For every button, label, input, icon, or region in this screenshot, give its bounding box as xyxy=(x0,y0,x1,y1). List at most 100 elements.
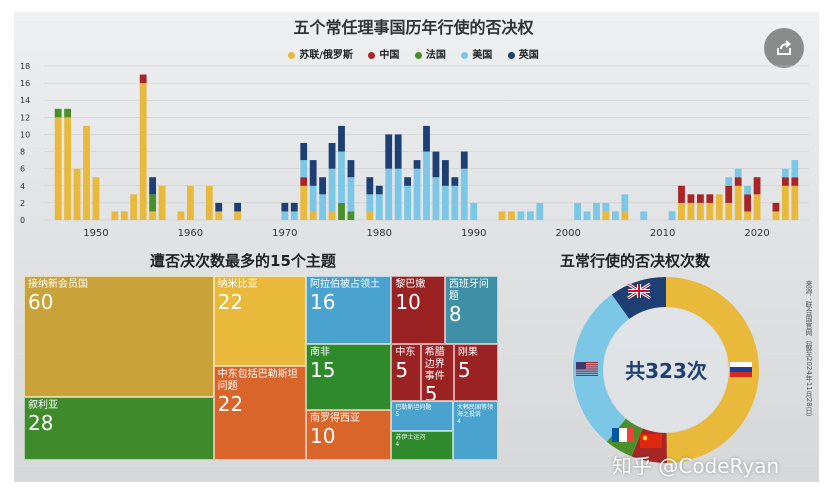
bar-segment xyxy=(696,202,704,220)
legend-item-ussr: 苏联/俄罗斯 xyxy=(288,50,353,61)
treemap-cell-value: 10 xyxy=(310,424,336,449)
flag-stripe xyxy=(576,372,598,374)
y-tick-label: 18 xyxy=(20,62,30,71)
bar-segment xyxy=(734,185,742,220)
bar-segment xyxy=(640,211,648,220)
bar-segment xyxy=(177,211,185,220)
flag-stripe xyxy=(730,372,752,377)
treemap-cell-value: 22 xyxy=(217,290,244,314)
treemap-cell-label: 苏伊士运河 xyxy=(395,433,426,441)
legend-label: 美国 xyxy=(472,50,493,61)
bar-segment xyxy=(205,185,213,220)
bar-segment xyxy=(338,151,345,203)
bar-segment xyxy=(186,185,194,220)
bar-segment xyxy=(394,168,402,220)
bar-segment xyxy=(338,202,345,220)
treemap-cell: 大韩民国等领海之投诉 4 xyxy=(452,401,498,460)
bar-segment xyxy=(744,211,752,220)
flag-stripe xyxy=(730,367,752,372)
treemap-cell-value: 5 xyxy=(424,382,438,402)
bar-segment xyxy=(498,211,506,220)
donut-center xyxy=(604,308,728,432)
bar-segment xyxy=(725,185,733,203)
share-button[interactable] xyxy=(764,28,804,68)
y-tick-label: 0 xyxy=(20,216,25,225)
bar-segment xyxy=(139,83,147,220)
bar-segment xyxy=(149,194,157,212)
legend-swatch xyxy=(414,51,422,59)
bar-segment xyxy=(734,168,742,178)
bar-segment xyxy=(583,211,591,220)
treemap-cell: 苏伊士运河 4 xyxy=(391,430,453,460)
bar-segment xyxy=(404,185,412,220)
bar-segment xyxy=(696,194,704,203)
bar-segment xyxy=(149,177,157,195)
treemap-cell-label: 纳米比亚 xyxy=(217,279,258,290)
bar-segment xyxy=(725,202,733,220)
bar-segment xyxy=(234,211,242,220)
flag-stripe xyxy=(576,362,598,364)
bar-segment xyxy=(791,185,799,220)
x-tick-label: 2000 xyxy=(555,228,580,239)
bar-segment xyxy=(328,211,336,220)
legend-item-uk: 英国 xyxy=(507,50,539,61)
treemap-cell: 阿拉伯被占领土 16 xyxy=(306,276,392,345)
bar-segment xyxy=(781,168,789,178)
bar-segment xyxy=(687,194,695,203)
share-icon xyxy=(777,40,792,55)
treemap-cell-value: 28 xyxy=(28,411,54,436)
bar-segment xyxy=(215,211,223,220)
donut-title: 五常行使的否决权次数 xyxy=(560,252,711,270)
source-note: 来源：联合国官网（截至2024年11月28日） xyxy=(805,280,813,421)
legend-label: 中国 xyxy=(379,50,400,61)
bar-segment xyxy=(290,211,298,220)
legend-item-usa: 美国 xyxy=(461,50,492,61)
bar-segment xyxy=(602,202,610,212)
bar-segment xyxy=(366,194,374,212)
bar-segment xyxy=(366,177,374,195)
bar-segment xyxy=(300,185,308,220)
y-tick-label: 12 xyxy=(20,113,30,122)
bar-segment xyxy=(621,211,629,220)
x-tick-label: 1950 xyxy=(83,228,108,239)
bar-segment xyxy=(385,134,393,169)
bar-segment xyxy=(508,211,515,220)
bar-segment xyxy=(309,185,317,212)
bar-segment xyxy=(791,160,799,178)
bar-segment xyxy=(526,211,534,220)
bar-segment xyxy=(621,194,629,212)
bar-segment xyxy=(460,151,468,169)
bar-segment xyxy=(413,160,421,169)
treemap-cell-label: 西班牙问题 xyxy=(448,279,489,302)
bar-segment xyxy=(366,211,374,220)
bar-segment xyxy=(753,177,761,195)
bar-segment xyxy=(772,211,780,220)
bar-segment xyxy=(149,211,157,220)
treemap-cell-label: 黎巴嫩 xyxy=(395,279,426,290)
treemap-cell-value: 5 xyxy=(395,411,400,419)
legend-swatch xyxy=(507,51,515,59)
bar-segment xyxy=(460,168,468,220)
bar-segment xyxy=(385,168,393,220)
bar-chart-title: 五个常任理事国历年行使的否决权 xyxy=(293,18,534,37)
bar-segment xyxy=(772,202,780,212)
bar-segment xyxy=(602,211,610,220)
treemap-cell-label: 叙利亚 xyxy=(28,400,58,412)
bar-segment xyxy=(441,160,449,186)
bar-segment xyxy=(715,194,723,220)
bar-segment xyxy=(706,194,714,203)
bar-segment xyxy=(290,202,298,212)
treemap-cell-value: 5 xyxy=(395,358,409,383)
treemap-cell-value: 8 xyxy=(448,302,462,326)
legend-label: 法国 xyxy=(425,50,446,61)
treemap-cell-value: 60 xyxy=(28,290,54,314)
x-tick-label: 1980 xyxy=(367,228,392,239)
legend-swatch xyxy=(288,51,296,59)
treemap-cell: 中东包括巴勒斯坦问题 22 xyxy=(213,366,307,460)
x-tick-label: 1960 xyxy=(178,228,203,239)
y-tick-label: 16 xyxy=(20,79,30,88)
y-tick-label: 4 xyxy=(20,182,25,191)
chart-legend: 苏联/俄罗斯 中国 法国 美国 英国 xyxy=(0,46,827,61)
bar-segment xyxy=(120,211,128,220)
treemap-cell-label: 刚果 xyxy=(457,347,478,359)
